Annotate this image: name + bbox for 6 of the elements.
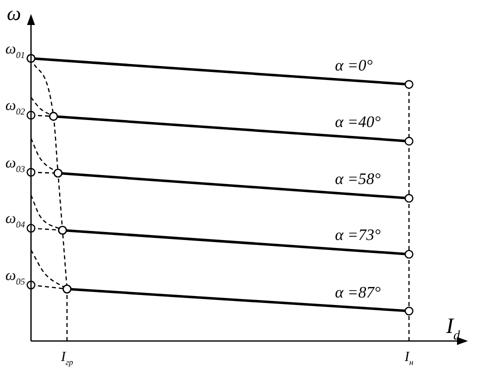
y-axis-title: ω [6,3,22,25]
series-label: α =0° [335,57,374,74]
series-label: α =40° [335,114,382,132]
series-label: α =87° [335,284,382,302]
series-label: α =58° [335,171,382,188]
series-label: α =73° [335,227,382,244]
